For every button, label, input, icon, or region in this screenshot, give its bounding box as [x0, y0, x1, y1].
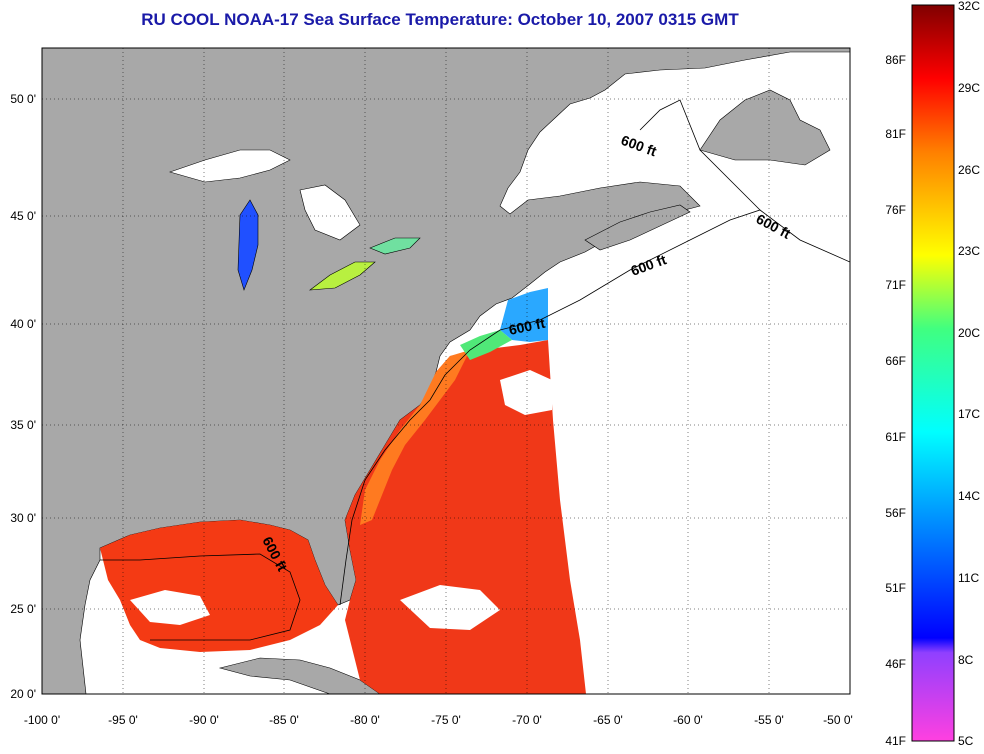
sst-gulf-of-mexico — [100, 520, 338, 652]
x-tick-label: -100 0' — [24, 713, 60, 727]
lake-huron — [299, 184, 361, 241]
x-tick-label: -65 0' — [593, 713, 623, 727]
x-tick-label: -50 0' — [823, 713, 853, 727]
x-tick-label: -80 0' — [350, 713, 380, 727]
x-tick-label: -70 0' — [512, 713, 542, 727]
isobath-600ft-atlantic — [339, 209, 850, 606]
colorbar-f-label: 61F — [885, 430, 906, 444]
colorbar-c-label: 8C — [958, 653, 974, 667]
lake-michigan — [237, 199, 259, 291]
colorbar-f-label: 76F — [885, 203, 906, 217]
map-title: RU COOL NOAA-17 Sea Surface Temperature:… — [141, 10, 739, 29]
isobath-600ft-gulf — [100, 553, 301, 641]
colorbar-f-label: 41F — [885, 734, 906, 748]
lake-superior — [168, 149, 291, 183]
colorbar-f-label: 46F — [885, 657, 906, 671]
colorbar-c-label: 23C — [958, 244, 980, 258]
y-tick-label: 45 0' — [10, 209, 36, 223]
colorbar-f-label: 66F — [885, 354, 906, 368]
y-tick-label: 50 0' — [10, 92, 36, 106]
sst-mid-atlantic-green — [460, 330, 512, 360]
sst-shelf-orange — [360, 350, 470, 525]
y-tick-label: 40 0' — [10, 317, 36, 331]
colorbar-c-label: 29C — [958, 81, 980, 95]
land-nova-scotia — [584, 204, 691, 251]
land-newfoundland — [699, 89, 831, 166]
x-tick-label: -95 0' — [108, 713, 138, 727]
y-tick-label: 30 0' — [10, 511, 36, 525]
x-tick-label: -75 0' — [431, 713, 461, 727]
x-tick-label: -90 0' — [189, 713, 219, 727]
colorbar-fahrenheit-labels: 86F 81F 76F 71F 66F 61F 56F 51F 46F 41F — [885, 53, 906, 748]
cloud-patch-2 — [130, 590, 210, 625]
colorbar-c-label: 20C — [958, 326, 980, 340]
colorbar-celsius-labels: 32C 29C 26C 23C 20C 17C 14C 11C 8C 5C — [958, 0, 980, 748]
y-axis-labels: 50 0' 45 0' 40 0' 35 0' 30 0' 25 0' 20 0… — [10, 92, 36, 701]
colorbar-c-label: 26C — [958, 163, 980, 177]
lake-erie — [308, 261, 376, 291]
contour-label: 600 ft — [507, 315, 546, 338]
sst-gulf-of-maine — [500, 288, 548, 342]
colorbar — [911, 4, 955, 742]
isobath-600ft-newfoundland — [639, 99, 761, 211]
plot-frame — [41, 47, 851, 695]
x-tick-label: -55 0' — [754, 713, 784, 727]
x-tick-label: -60 0' — [673, 713, 703, 727]
colorbar-c-label: 32C — [958, 0, 980, 13]
colorbar-f-label: 51F — [885, 581, 906, 595]
colorbar-f-label: 56F — [885, 506, 906, 520]
colorbar-f-label: 81F — [885, 127, 906, 141]
cloud-patch-3 — [400, 585, 500, 630]
y-tick-label: 20 0' — [10, 687, 36, 701]
graticule — [42, 48, 850, 694]
cloud-patch-1 — [500, 370, 552, 415]
colorbar-c-label: 11C — [958, 571, 979, 585]
y-tick-label: 35 0' — [10, 418, 36, 432]
colorbar-f-label: 71F — [885, 278, 906, 292]
lake-ontario — [369, 237, 421, 255]
x-tick-label: -85 0' — [269, 713, 299, 727]
colorbar-c-label: 5C — [958, 734, 974, 748]
x-axis-labels: -100 0' -95 0' -90 0' -85 0' -80 0' -75 … — [24, 713, 853, 727]
y-tick-label: 25 0' — [10, 602, 36, 616]
colorbar-f-label: 86F — [885, 53, 906, 67]
colorbar-c-label: 17C — [958, 407, 980, 421]
colorbar-c-label: 14C — [958, 489, 980, 503]
